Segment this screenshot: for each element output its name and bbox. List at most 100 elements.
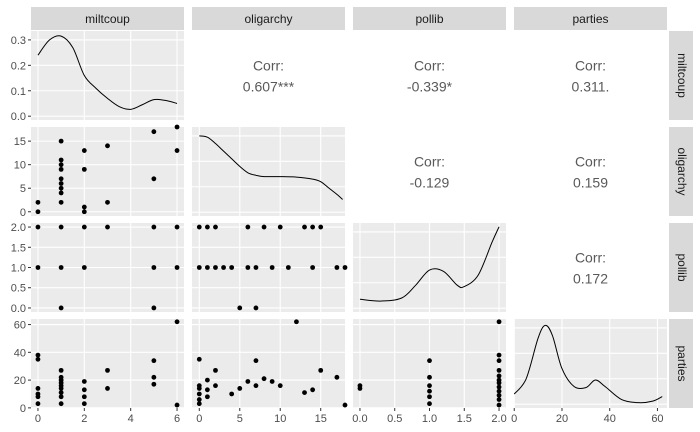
scatter-point (151, 224, 157, 230)
density-line-pollib (359, 226, 500, 302)
density-line-oligarchy (199, 135, 343, 200)
scatter-point (496, 319, 502, 325)
y-tick-label: 1.0 (11, 263, 26, 275)
scatter-point (496, 388, 502, 394)
panel-miltcoup-pollib: Corr: -0.339* (353, 31, 506, 120)
panel-bg (192, 319, 345, 408)
corr-value: -0.339* (407, 79, 453, 95)
y-tick-label: 5 (20, 183, 26, 195)
scatter-point (427, 394, 432, 400)
scatter-point (81, 379, 87, 384)
scatter-point (58, 190, 64, 196)
scatter-point (58, 199, 64, 205)
panel-oligarchy-miltcoup (31, 124, 184, 216)
scatter-point (196, 224, 202, 230)
corr-label: Corr: (575, 250, 606, 266)
x-tick-label: 0.0 (352, 413, 367, 425)
column-strip-labels: miltcoup oligarchy pollib parties (31, 7, 667, 30)
strip-top-parties-bg (514, 7, 667, 30)
corr-value: 0.607*** (243, 79, 295, 95)
scatter-point (204, 387, 210, 393)
scatter-point (35, 224, 41, 230)
x-tick-label: 5 (237, 413, 243, 425)
panel-pollib-parties: Corr: 0.172 (514, 223, 667, 312)
y-axis-labels: 0.0 0.1 0.2 0.3 0 5 10 15 0.0 0.5 1.0 1.5 2.0 0 20 40 60 (11, 35, 31, 415)
strip-top-miltcoup: miltcoup (85, 12, 130, 26)
corr-label: Corr: (575, 154, 606, 170)
scatter-point (277, 383, 283, 389)
corr-value: 0.172 (573, 271, 608, 287)
scatter-point (277, 224, 283, 230)
panel-bg (31, 31, 184, 120)
scatter-point (318, 367, 324, 373)
x-tick-label: 15 (315, 413, 327, 425)
y-tick-label: 2.0 (11, 222, 26, 234)
x-axis-labels: 0 2 4 6 0 5 10 15 0.0 0.5 1.0 1.5 2.0 0 20 40 60 (35, 408, 664, 425)
x-tick-label: 0.5 (387, 413, 402, 425)
scatter-point (58, 401, 64, 407)
panel-oligarchy-pollib: Corr: -0.129 (353, 127, 506, 216)
scatter-point (310, 387, 316, 393)
scatter-point (357, 383, 363, 389)
y-tick-label: 40 (14, 347, 26, 359)
matrix-panels: Corr:0.607***Corr:-0.339*Corr:0.311.Corr… (11, 31, 667, 425)
scatter-point (269, 265, 275, 270)
x-tick-label: 10 (274, 413, 286, 425)
strip-top-pollib-bg (353, 7, 506, 30)
scatter-point (496, 358, 502, 364)
corr-value: 0.159 (573, 175, 608, 191)
scatter-point (81, 265, 87, 270)
x-tick-label: 0 (196, 413, 202, 425)
scatter-point (174, 124, 180, 130)
scatter-point (196, 397, 202, 402)
scatter-point (81, 394, 87, 400)
scatter-point (253, 358, 259, 364)
scatter-point (302, 224, 307, 230)
scatter-point (496, 402, 502, 408)
x-tick-label: 0 (511, 413, 517, 425)
panel-bg (514, 319, 667, 408)
scatter-point (253, 265, 259, 270)
scatter-point (310, 265, 316, 270)
scatter-point (342, 402, 348, 408)
scatter-point (261, 376, 267, 382)
panel-pollib-miltcoup (31, 223, 184, 312)
scatter-point (58, 367, 64, 373)
panel-parties-oligarchy (192, 319, 348, 409)
strip-top-pollib: pollib (415, 12, 443, 26)
scatter-point (58, 162, 64, 168)
scatter-point (58, 265, 64, 270)
scatter-point (253, 383, 259, 389)
scatter-point (285, 265, 291, 270)
corr-panel-bg (514, 223, 667, 312)
scatter-point (105, 143, 110, 149)
x-tick-label: 0 (35, 413, 41, 425)
y-tick-label: 0.1 (11, 86, 26, 98)
density-line-miltcoup (37, 35, 178, 110)
scatter-point (151, 129, 157, 135)
panel-parties-miltcoup (31, 319, 184, 409)
strip-right-oligarchy-bg (669, 127, 693, 216)
scatter-point (310, 224, 316, 230)
panel-oligarchy-oligarchy (192, 127, 345, 216)
scatter-point (213, 224, 218, 230)
scatter-point (427, 388, 432, 394)
scatter-point (269, 379, 275, 384)
scatter-point (302, 390, 307, 395)
panel-bg (31, 319, 184, 408)
scatter-point (151, 265, 157, 270)
scatter-point (58, 166, 64, 172)
panel-miltcoup-parties: Corr: 0.311. (514, 31, 667, 120)
x-tick-label: 60 (651, 413, 663, 425)
scatter-point (318, 224, 324, 230)
strip-right-parties: parties (675, 345, 689, 381)
strip-right-pollib: pollib (675, 253, 689, 281)
panel-pollib-pollib (353, 223, 506, 312)
scatter-point (35, 386, 41, 391)
scatter-point (58, 176, 64, 182)
corr-label: Corr: (253, 58, 284, 74)
scatter-point (81, 387, 87, 393)
scatter-point (35, 265, 41, 270)
scatter-point (81, 148, 87, 153)
scatter-point (58, 185, 64, 191)
